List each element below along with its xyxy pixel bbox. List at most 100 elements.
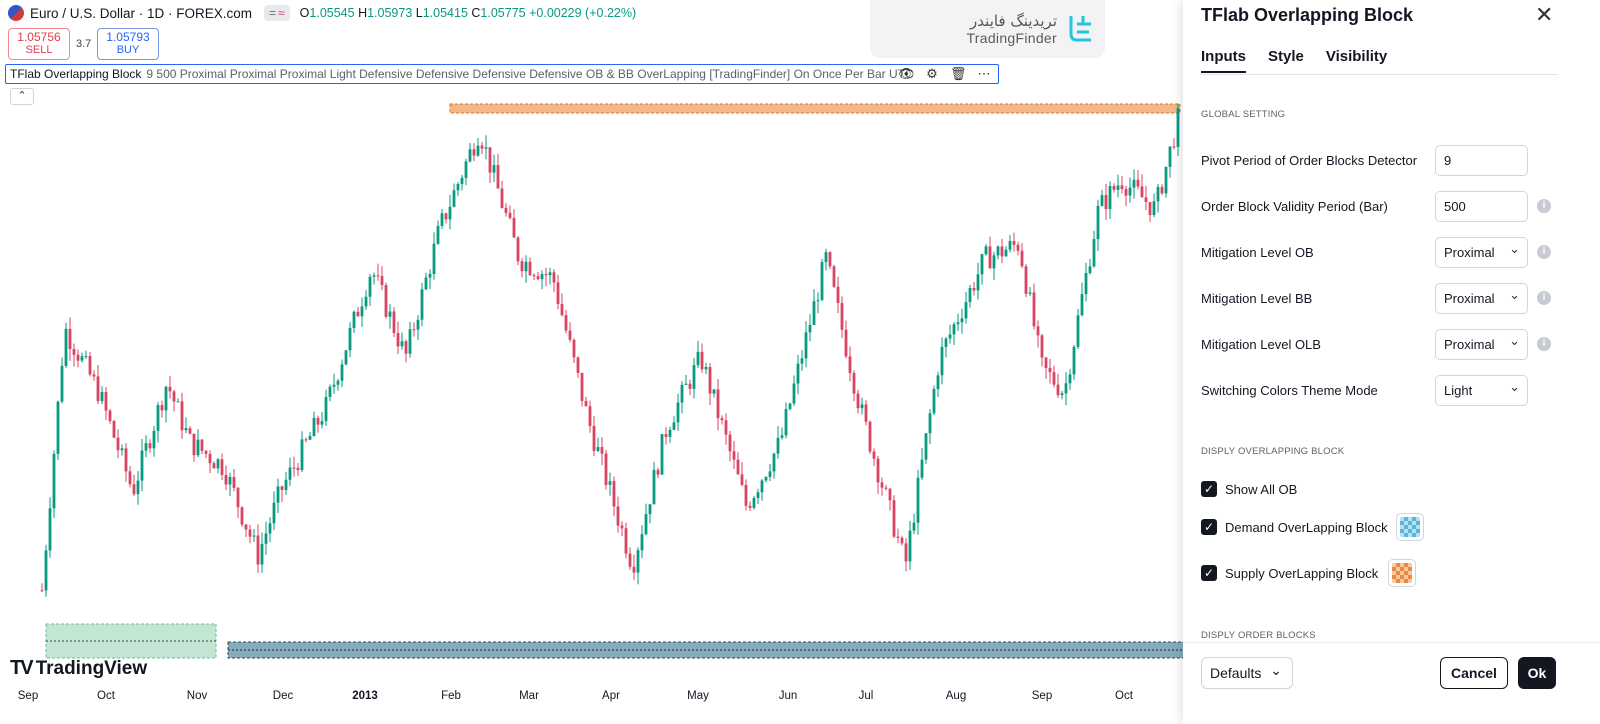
candle-body — [384, 285, 388, 317]
x-tick-label: Aug — [945, 690, 967, 702]
candle-body — [1168, 146, 1172, 167]
candle-body — [780, 435, 784, 438]
info-icon[interactable]: i — [1537, 245, 1551, 259]
x-tick-label: 2013 — [352, 690, 378, 702]
info-icon[interactable]: i — [1537, 199, 1551, 213]
candle-body — [556, 282, 560, 304]
candle-body — [1052, 372, 1056, 385]
candle-body — [872, 451, 876, 459]
supply-color-swatch[interactable] — [1388, 559, 1416, 587]
candle-body — [1156, 186, 1160, 202]
buy-button[interactable]: 1.05793 BUY — [97, 28, 159, 60]
mitigation-ob-select[interactable]: Proximal — [1435, 237, 1528, 268]
demand-color-swatch[interactable] — [1396, 513, 1424, 541]
candle-body — [648, 504, 652, 515]
candle-body — [932, 389, 936, 414]
eye-icon[interactable]: 👁 — [898, 66, 915, 81]
candle-body — [128, 471, 132, 485]
candle-body — [160, 405, 164, 411]
candle-body — [264, 533, 268, 544]
candle-body — [736, 459, 740, 475]
candle-body — [172, 391, 176, 402]
candle-body — [1004, 249, 1008, 257]
candle-body — [92, 374, 96, 377]
candle-body — [888, 488, 892, 501]
sell-button[interactable]: 1.05756 SELL — [8, 28, 70, 60]
theme-mode-select[interactable]: Light — [1435, 375, 1528, 406]
pivot-period-input[interactable]: 9 — [1435, 145, 1528, 176]
candle-body — [192, 433, 196, 456]
candle-body — [732, 451, 736, 460]
candle-body — [1172, 146, 1176, 148]
trash-icon[interactable]: 🗑 — [950, 66, 967, 81]
candle-body — [788, 403, 792, 410]
cancel-button[interactable]: Cancel — [1440, 657, 1508, 689]
candle-body — [860, 404, 864, 409]
info-icon[interactable]: i — [1537, 291, 1551, 305]
collapse-legend-button[interactable]: ⌃ — [10, 88, 34, 105]
candle-body — [100, 392, 104, 402]
candle-body — [1060, 393, 1064, 396]
mitigation-bb-select[interactable]: Proximal — [1435, 283, 1528, 314]
price-chart[interactable] — [0, 0, 1206, 724]
candle-body — [1024, 266, 1028, 294]
indicator-pill[interactable]: = ≈ — [264, 5, 290, 21]
candle-body — [844, 329, 848, 357]
candle-body — [776, 437, 780, 454]
candle-body — [836, 286, 840, 304]
candle-body — [152, 430, 156, 449]
checkmark-icon[interactable]: ✓ — [1201, 481, 1217, 497]
tab-style[interactable]: Style — [1268, 48, 1304, 65]
candle-body — [884, 487, 888, 489]
candle-body — [720, 418, 724, 421]
candle-body — [908, 530, 912, 562]
candle-body — [448, 206, 452, 220]
section-heading-order-blocks: DISPLY ORDER BLOCKS — [1201, 630, 1316, 641]
checkmark-icon[interactable]: ✓ — [1201, 565, 1217, 581]
candle-body — [364, 296, 368, 307]
candle-body — [760, 480, 764, 493]
x-tick-label: Mar — [519, 690, 539, 702]
candle-body — [80, 356, 84, 361]
info-icon[interactable]: i — [1537, 337, 1551, 351]
mitigation-olb-select[interactable]: Proximal — [1435, 329, 1528, 360]
validity-period-input[interactable]: 500 — [1435, 191, 1528, 222]
candle-body — [120, 448, 124, 451]
indicator-legend[interactable]: TFlab Overlapping Block 9 500 Proximal P… — [5, 64, 999, 84]
checkmark-icon[interactable]: ✓ — [1201, 519, 1217, 535]
more-icon[interactable]: ⋯ — [977, 66, 991, 81]
candle-body — [684, 383, 688, 385]
show-all-ob-checkbox[interactable]: ✓ Show All OB — [1201, 481, 1297, 497]
candle-body — [1108, 186, 1112, 210]
candle-body — [752, 497, 756, 508]
candle-body — [612, 481, 616, 507]
supply-overlapping-checkbox[interactable]: ✓ Supply OverLapping Block — [1201, 565, 1378, 581]
tab-inputs[interactable]: Inputs — [1201, 48, 1246, 73]
candle-body — [1084, 272, 1088, 295]
buy-price: 1.05793 — [106, 30, 150, 44]
x-tick-label: Dec — [272, 690, 294, 702]
defaults-dropdown[interactable]: Defaults — [1201, 655, 1293, 689]
theme-mode-label: Switching Colors Theme Mode — [1201, 383, 1378, 398]
close-icon[interactable]: ✕ — [1535, 2, 1554, 27]
demand-overlapping-checkbox[interactable]: ✓ Demand OverLapping Block — [1201, 519, 1388, 535]
candle-body — [644, 514, 648, 535]
candle-body — [356, 311, 360, 317]
time-axis[interactable]: Sep Oct Nov Dec 2013 Feb Mar Apr May Jun… — [0, 690, 1206, 710]
indicator-params: 9 500 Proximal Proximal Proximal Light D… — [146, 67, 914, 81]
symbol-title[interactable]: Euro / U.S. Dollar · 1D · FOREX.com — [30, 5, 253, 21]
candle-body — [416, 319, 420, 330]
candle-body — [292, 467, 296, 469]
tab-visibility[interactable]: Visibility — [1325, 48, 1388, 65]
candle-body — [1116, 185, 1120, 190]
chart-area[interactable]: تریدینگ فایندر TradingFinder Euro / U.S.… — [0, 0, 1206, 724]
settings-icon[interactable]: ⚙ — [926, 66, 938, 81]
candle-body — [1160, 186, 1164, 194]
candle-body — [668, 429, 672, 437]
candle-body — [852, 372, 856, 394]
ok-button[interactable]: Ok — [1518, 657, 1556, 689]
candle-body — [84, 356, 88, 358]
candle-body — [408, 329, 412, 354]
x-tick-label: Nov — [186, 690, 208, 702]
candle-body — [444, 213, 448, 220]
